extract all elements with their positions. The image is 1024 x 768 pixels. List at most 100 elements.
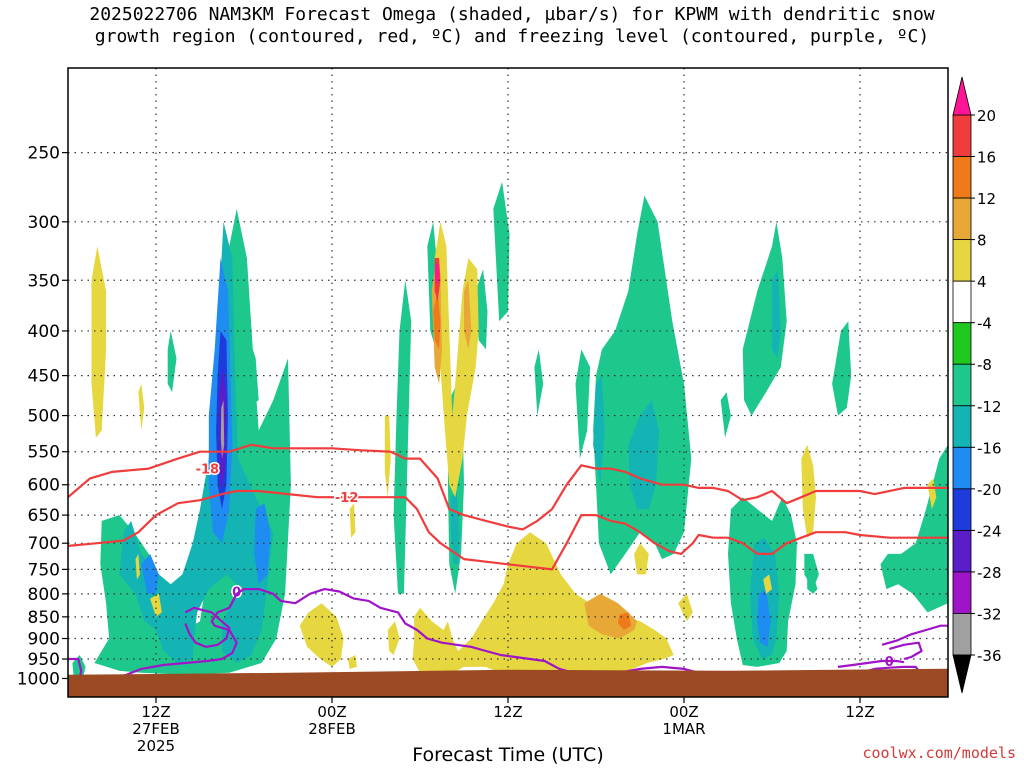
omega-region-4-5 (332, 625, 340, 643)
colorbar-label-9: -20 (977, 481, 1002, 499)
contour-label-0-0: -18 (196, 463, 220, 478)
omega-region-m16-3 (757, 589, 771, 647)
omega-region-8-1 (464, 280, 472, 350)
omega-region-4-6 (349, 503, 356, 538)
colorbar-swatch-3 (952, 239, 972, 282)
x-axis-label: Forecast Time (UTC) (412, 744, 604, 766)
omega-region-20-0 (435, 263, 440, 286)
omega-region-m8-14 (742, 221, 787, 416)
omega-region-m8-8 (493, 181, 510, 322)
omega-region-4-4 (299, 603, 344, 667)
omega-region-m8-1 (238, 330, 259, 408)
x-tick-label-0-0: 12Z (141, 703, 170, 721)
omega-region-m32-0 (220, 400, 225, 459)
contour-6 (837, 659, 905, 668)
omega-region-m12-2 (593, 375, 605, 485)
y-tick-label-1000: 1000 (17, 669, 60, 689)
colorbar-label-8: -16 (977, 439, 1002, 457)
x-tick-label-1-1: 28FEB (308, 720, 355, 738)
colorbar-label-5: -4 (977, 315, 992, 333)
colorbar-swatch-10 (952, 529, 972, 573)
omega-region-m8-9 (534, 349, 544, 416)
colorbar: 20 16 12 8 4 -4 -8 -12 -16 -20 -24 -28 -32 -36 (952, 76, 1002, 694)
contour-label-1-0: -12 (335, 491, 359, 506)
y-tick-label-750: 750 (28, 560, 60, 580)
omega-region-m8-17 (832, 321, 852, 416)
omega-region-m8-12 (720, 392, 731, 438)
y-tick-label-450: 450 (28, 367, 60, 387)
y-tick-label-300: 300 (28, 213, 60, 233)
omega-region-4-15 (763, 574, 772, 594)
colorbar-bottom-arrow (952, 654, 972, 694)
omega-region-4-11 (412, 532, 674, 679)
contour-0 (68, 443, 948, 531)
omega-region-4-14 (801, 444, 816, 538)
y-tick-label-550: 550 (28, 443, 60, 463)
omega-region-4-3 (150, 593, 162, 617)
grid-lines (68, 68, 948, 697)
site-credit: coolwx.com/models (862, 744, 1016, 762)
omega-region-m8-2 (72, 655, 86, 679)
omega-region-m8-11 (593, 195, 692, 575)
omega-region-m8-18 (880, 444, 948, 613)
y-tick-label-700: 700 (28, 534, 60, 554)
contour-7 (881, 624, 948, 646)
contour-4 (184, 606, 231, 649)
colorbar-swatch-4 (952, 280, 972, 324)
x-tick-label-3-0: 00Z (669, 703, 698, 721)
x-tick-label-0-1: 27FEB (132, 720, 179, 738)
y-tick-label-600: 600 (28, 476, 60, 496)
colorbar-swatch-8 (952, 446, 972, 490)
omega-region-4-13 (678, 593, 693, 622)
y-tick-label-350: 350 (28, 271, 60, 291)
x-tick-label-4-0: 12Z (845, 703, 874, 721)
omega-region-m12-4 (772, 269, 781, 359)
omega-region-m16-1 (141, 553, 159, 594)
x-tick-label-3-1: 1MAR (662, 720, 705, 738)
chart-title-line-2: growth region (contoured, red, ºC) and f… (94, 26, 930, 47)
colorbar-swatch-5 (952, 322, 972, 365)
y-tick-label-500: 500 (28, 407, 60, 427)
omega-region-12-0 (433, 291, 441, 350)
terrain (68, 668, 948, 697)
colorbar-top-arrow (952, 76, 972, 116)
colorbar-label-10: -24 (977, 522, 1002, 540)
colorbar-label-4: 4 (977, 273, 987, 291)
x-tick-label-2-0: 12Z (493, 703, 522, 721)
omega-region-m8-16 (807, 574, 818, 594)
y-tick-label-850: 850 (28, 608, 60, 628)
colorbar-swatch-2 (952, 197, 972, 241)
omega-region-4-12 (634, 543, 649, 575)
omega-region-m8-3 (167, 330, 177, 393)
omega-region-m12-0 (119, 221, 274, 664)
y-tick-label-400: 400 (28, 322, 60, 342)
y-tick-label-650: 650 (28, 506, 60, 526)
colorbar-label-2: 12 (977, 190, 996, 208)
colorbar-label-7: -12 (977, 398, 1002, 416)
colorbar-label-12: -32 (977, 605, 1002, 623)
omega-region-m8-4 (393, 280, 412, 594)
omega-region-m16-2 (254, 503, 271, 585)
y-tick-label-800: 800 (28, 585, 60, 605)
colorbar-swatch-1 (952, 156, 972, 199)
x-tick-label-1-0: 00Z (317, 703, 346, 721)
contour-3 (116, 587, 582, 680)
y-tick-label-950: 950 (28, 650, 60, 670)
omega-region-4-1 (138, 383, 145, 431)
x-tick-label-0-2: 2025 (137, 737, 175, 755)
colorbar-swatch-12 (952, 613, 972, 656)
colorbar-swatch-6 (952, 363, 972, 407)
omega-region-4-16 (927, 478, 937, 510)
contour-1 (68, 489, 948, 571)
colorbar-label-0: 20 (977, 107, 996, 125)
colorbar-label-11: -28 (977, 564, 1002, 582)
colorbar-swatch-0 (952, 114, 972, 157)
omega-region-4-0 (91, 246, 107, 438)
colorbar-label-13: -36 (977, 647, 1002, 665)
contour-8 (889, 641, 923, 661)
omega-region-4-2 (135, 553, 140, 580)
colorbar-label-1: 16 (977, 149, 996, 167)
omega-region-m8-10 (575, 349, 591, 459)
